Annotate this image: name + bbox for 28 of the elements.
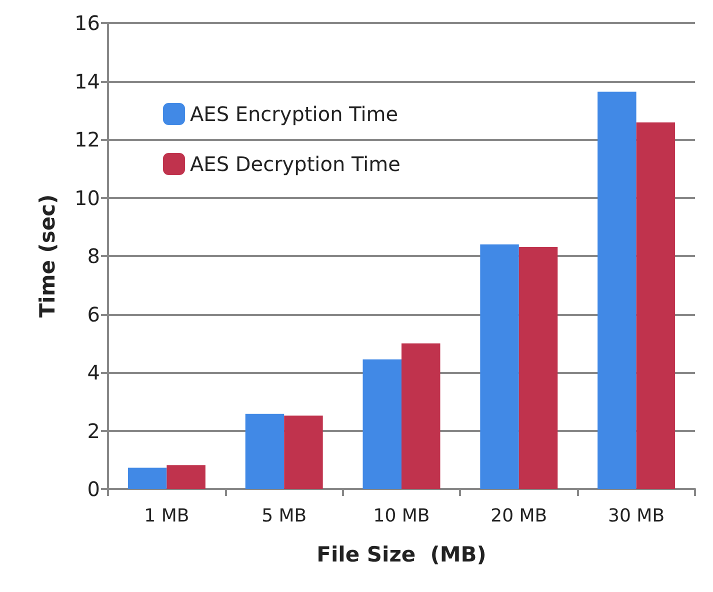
y-tick-label: 10 [74, 186, 100, 210]
y-tick-label: 12 [74, 128, 100, 152]
x-axis-title: File Size (MB) [316, 542, 486, 566]
x-tick-label: 20 MB [490, 506, 548, 526]
legend-label: AES Encryption Time [190, 102, 398, 126]
y-tick-label: 2 [87, 418, 100, 443]
bar [598, 92, 636, 489]
y-axis-title: Time (sec) [36, 194, 60, 318]
x-tick-label: 10 MB [373, 506, 430, 526]
y-tick-label: 4 [87, 360, 100, 384]
legend-label: AES Decryption Time [190, 152, 400, 176]
y-tick-label: 6 [87, 302, 100, 326]
y-tick-label: 0 [87, 477, 100, 501]
x-tick-label: 30 MB [608, 506, 665, 526]
x-tick-label: 1 MB [144, 506, 190, 526]
bar [245, 414, 284, 489]
x-tick-label: 5 MB [262, 506, 307, 526]
bar [636, 122, 676, 489]
bar [480, 244, 519, 489]
bar [128, 468, 167, 489]
y-tick-label: 14 [74, 69, 100, 94]
bar [518, 246, 558, 489]
bar [402, 343, 440, 489]
bar [362, 359, 402, 489]
y-tick-label: 16 [74, 11, 100, 35]
bar [166, 465, 206, 489]
bar [284, 416, 323, 489]
y-tick-label: 8 [87, 244, 100, 268]
